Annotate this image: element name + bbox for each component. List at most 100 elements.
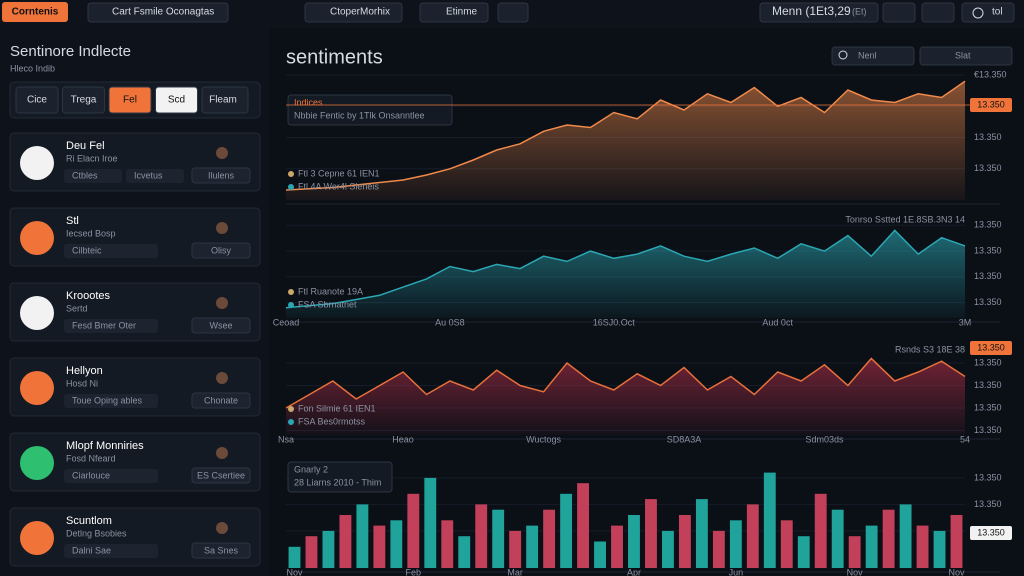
card-button-label[interactable]: Wsee xyxy=(209,320,232,330)
action[interactable]: tol xyxy=(992,7,1003,18)
filter-button[interactable] xyxy=(155,86,198,114)
x-tick-label: 16SJ0.Oct xyxy=(593,317,636,327)
card-tag: Icvetus xyxy=(134,170,163,180)
card-button[interactable] xyxy=(191,167,251,184)
card-tag-bg xyxy=(64,544,158,558)
last-label-bg xyxy=(970,526,1012,540)
filter-button[interactable] xyxy=(62,86,105,114)
card-tag-bg xyxy=(64,244,158,258)
annotation-dot xyxy=(288,171,294,177)
annotation: Ftl 4A Wer4l Sleneis xyxy=(298,181,379,191)
select[interactable]: Slat xyxy=(955,50,971,60)
card-button[interactable] xyxy=(191,392,251,409)
filter-label[interactable]: Fleam xyxy=(209,95,237,106)
icon-btn[interactable] xyxy=(497,2,529,23)
icon-btn[interactable] xyxy=(921,2,955,23)
card-sub: Iecsed Bosp xyxy=(66,228,116,238)
card-name: Scuntlom xyxy=(66,515,112,527)
bar xyxy=(712,530,725,568)
avatar xyxy=(216,372,228,384)
card-tag: Toue Oping ables xyxy=(72,395,143,405)
card-button-label[interactable]: Chonate xyxy=(204,395,238,405)
tab-bg[interactable] xyxy=(87,2,229,23)
filter-label[interactable]: Scd xyxy=(168,95,185,106)
x-tick-label: Nov xyxy=(949,567,966,576)
action-bg[interactable] xyxy=(961,2,1015,23)
menu-item[interactable]: CtoperMorhix xyxy=(330,7,390,18)
card-button[interactable] xyxy=(191,242,251,259)
menu-bg[interactable] xyxy=(304,2,403,23)
card-button-label[interactable]: Olisy xyxy=(211,245,231,255)
x-tick-label: Ceoad xyxy=(273,317,300,327)
bar xyxy=(492,509,505,568)
filter-label[interactable]: Fel xyxy=(123,95,137,106)
y-tick-label: 13.350 xyxy=(974,402,1002,412)
bar xyxy=(695,499,708,568)
card-sub: Fosd Nfeard xyxy=(66,453,116,463)
area-fill xyxy=(286,358,965,435)
x-tick-label: Au 0S8 xyxy=(435,317,465,327)
bar xyxy=(322,530,335,568)
filter-button[interactable] xyxy=(108,86,152,114)
card-tag-bg xyxy=(64,394,158,408)
card-button-label[interactable]: Sa Snes xyxy=(204,545,239,555)
card-tag: Fesd Bmer Oter xyxy=(72,320,136,330)
card-name: Hellyon xyxy=(66,365,103,377)
card-button[interactable] xyxy=(191,467,251,484)
search-bg[interactable] xyxy=(831,46,915,66)
bar xyxy=(882,509,895,568)
legend-text: 28 Liarns 2010 - Thim xyxy=(294,477,381,487)
bar xyxy=(543,509,556,568)
filter-label[interactable]: Cice xyxy=(27,95,47,106)
card-button-label[interactable]: ES Csertiee xyxy=(197,470,245,480)
menu-item[interactable]: Etinme xyxy=(446,7,478,18)
filter-button[interactable] xyxy=(15,86,59,114)
price: Menn (1Et3,29 xyxy=(772,4,851,18)
filter-button[interactable] xyxy=(201,86,249,114)
avatar xyxy=(216,447,228,459)
bar xyxy=(797,536,810,568)
annotation-dot xyxy=(288,419,294,425)
card-sub: Ri Elacn Iroe xyxy=(66,153,118,163)
card-name: Deu Fel xyxy=(66,140,105,152)
icon-btn[interactable] xyxy=(882,2,916,23)
filter-label[interactable]: Trega xyxy=(71,95,97,106)
x-tick-label: Heao xyxy=(392,434,414,444)
avatar xyxy=(216,222,228,234)
annotation: FSA Bes0rmotss xyxy=(298,416,366,426)
sidebar-subtitle: Hleco Indib xyxy=(10,63,55,73)
card-sub: Detlng Bsobies xyxy=(66,528,127,538)
y-tick-label: 13.350 xyxy=(974,220,1002,230)
tab[interactable]: Cart Fsmile Oconagtas xyxy=(112,7,214,18)
search[interactable]: Nenl xyxy=(858,50,877,60)
annotation-dot xyxy=(288,302,294,308)
card-tag: Dalni Sae xyxy=(72,545,111,555)
legend-box xyxy=(287,461,393,493)
card-button[interactable] xyxy=(191,542,251,559)
bar xyxy=(441,520,454,568)
bar xyxy=(339,515,352,568)
bar xyxy=(407,493,420,568)
card-icon xyxy=(20,521,54,555)
x-tick-label: 3M xyxy=(959,317,972,327)
last-label: 13.350 xyxy=(977,99,1005,109)
menu-bg[interactable] xyxy=(419,2,489,23)
bar xyxy=(916,525,929,568)
search-icon xyxy=(838,50,848,60)
x-tick-label: Wuctogs xyxy=(526,434,561,444)
card-button-label[interactable]: Ilulens xyxy=(208,170,235,180)
card-tag: Ctbles xyxy=(72,170,98,180)
bar xyxy=(780,520,793,568)
last-label: 13.350 xyxy=(977,527,1005,537)
sidebar-title: Sentinore Indlecte xyxy=(10,43,131,60)
bar xyxy=(458,536,471,568)
card-sub: Sertd xyxy=(66,303,88,313)
x-tick-label: Apr xyxy=(627,567,641,576)
legend-text: Nbbie Fentic by 1Tlk Onsanntlee xyxy=(294,110,425,120)
card-button[interactable] xyxy=(191,317,251,334)
top-note: Tonrso Sstted 1E.8SB.3N3 14 xyxy=(845,214,965,224)
select-bg[interactable] xyxy=(919,46,1013,66)
x-tick-label: Nov xyxy=(847,567,864,576)
card-name: Kroootes xyxy=(66,290,111,302)
x-tick-label: Mar xyxy=(507,567,523,576)
